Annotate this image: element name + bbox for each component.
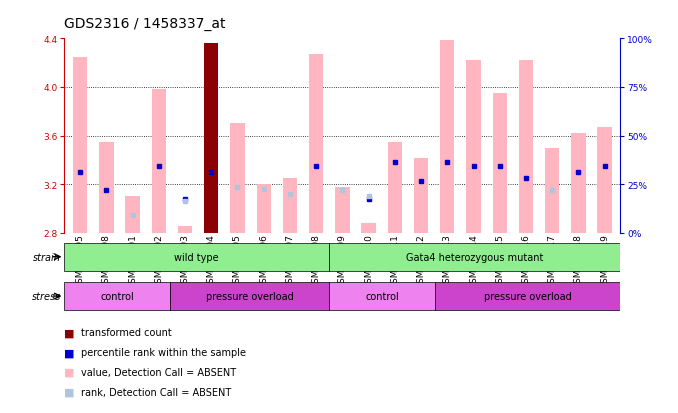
Text: control: control — [365, 291, 399, 301]
Bar — [64, 243, 329, 271]
Text: GSM126901: GSM126901 — [128, 234, 137, 289]
Text: GSM126915: GSM126915 — [495, 234, 504, 289]
Bar — [414, 158, 428, 233]
Text: GDS2316 / 1458337_at: GDS2316 / 1458337_at — [64, 17, 226, 31]
Text: GSM126895: GSM126895 — [76, 234, 85, 289]
Text: GSM126914: GSM126914 — [469, 234, 478, 288]
Bar — [388, 142, 402, 233]
Bar — [329, 243, 620, 271]
Text: Gata4 heterozygous mutant: Gata4 heterozygous mutant — [406, 252, 544, 262]
Text: GSM126913: GSM126913 — [443, 234, 452, 289]
Text: ■: ■ — [64, 387, 75, 397]
Text: rank, Detection Call = ABSENT: rank, Detection Call = ABSENT — [81, 387, 232, 397]
Bar — [519, 61, 533, 233]
Bar — [99, 142, 114, 233]
Text: GSM126918: GSM126918 — [574, 234, 583, 289]
Text: GSM126908: GSM126908 — [312, 234, 321, 289]
Bar — [466, 61, 481, 233]
Bar — [204, 44, 218, 233]
Text: GSM126906: GSM126906 — [259, 234, 268, 289]
Text: GSM126905: GSM126905 — [233, 234, 242, 289]
Text: GSM126911: GSM126911 — [391, 234, 399, 289]
Text: GSM126919: GSM126919 — [600, 234, 609, 289]
Text: pressure overload: pressure overload — [484, 291, 572, 301]
Text: wild type: wild type — [174, 252, 219, 262]
Text: control: control — [100, 291, 134, 301]
Bar — [335, 187, 350, 233]
Text: strain: strain — [33, 252, 61, 262]
Bar — [309, 55, 323, 233]
Bar — [231, 124, 245, 233]
Text: GSM126910: GSM126910 — [364, 234, 373, 289]
Text: GSM126902: GSM126902 — [155, 234, 163, 288]
Bar — [361, 224, 376, 233]
Text: GSM126917: GSM126917 — [548, 234, 557, 289]
Bar — [440, 40, 454, 233]
Bar — [64, 282, 170, 310]
Text: GSM126903: GSM126903 — [180, 234, 190, 289]
Text: ■: ■ — [64, 347, 75, 357]
Text: ■: ■ — [64, 328, 75, 337]
Text: percentile rank within the sample: percentile rank within the sample — [81, 347, 246, 357]
Bar — [329, 282, 435, 310]
Bar — [178, 226, 193, 233]
Bar — [571, 134, 586, 233]
Bar — [597, 128, 612, 233]
Text: stress: stress — [32, 291, 61, 301]
Text: value, Detection Call = ABSENT: value, Detection Call = ABSENT — [81, 367, 237, 377]
Bar — [256, 185, 271, 233]
Text: GSM126916: GSM126916 — [521, 234, 530, 289]
Bar — [73, 57, 87, 233]
Text: ■: ■ — [64, 367, 75, 377]
Text: GSM126907: GSM126907 — [285, 234, 294, 289]
Bar — [152, 90, 166, 233]
Text: transformed count: transformed count — [81, 328, 172, 337]
Text: GSM126904: GSM126904 — [207, 234, 216, 288]
Bar — [170, 282, 329, 310]
Text: GSM126898: GSM126898 — [102, 234, 111, 289]
Bar — [545, 148, 559, 233]
Text: pressure overload: pressure overload — [206, 291, 294, 301]
Bar — [435, 282, 620, 310]
Text: GSM126912: GSM126912 — [416, 234, 426, 288]
Bar — [283, 179, 297, 233]
Bar — [492, 94, 507, 233]
Bar — [125, 197, 140, 233]
Text: GSM126909: GSM126909 — [338, 234, 347, 289]
